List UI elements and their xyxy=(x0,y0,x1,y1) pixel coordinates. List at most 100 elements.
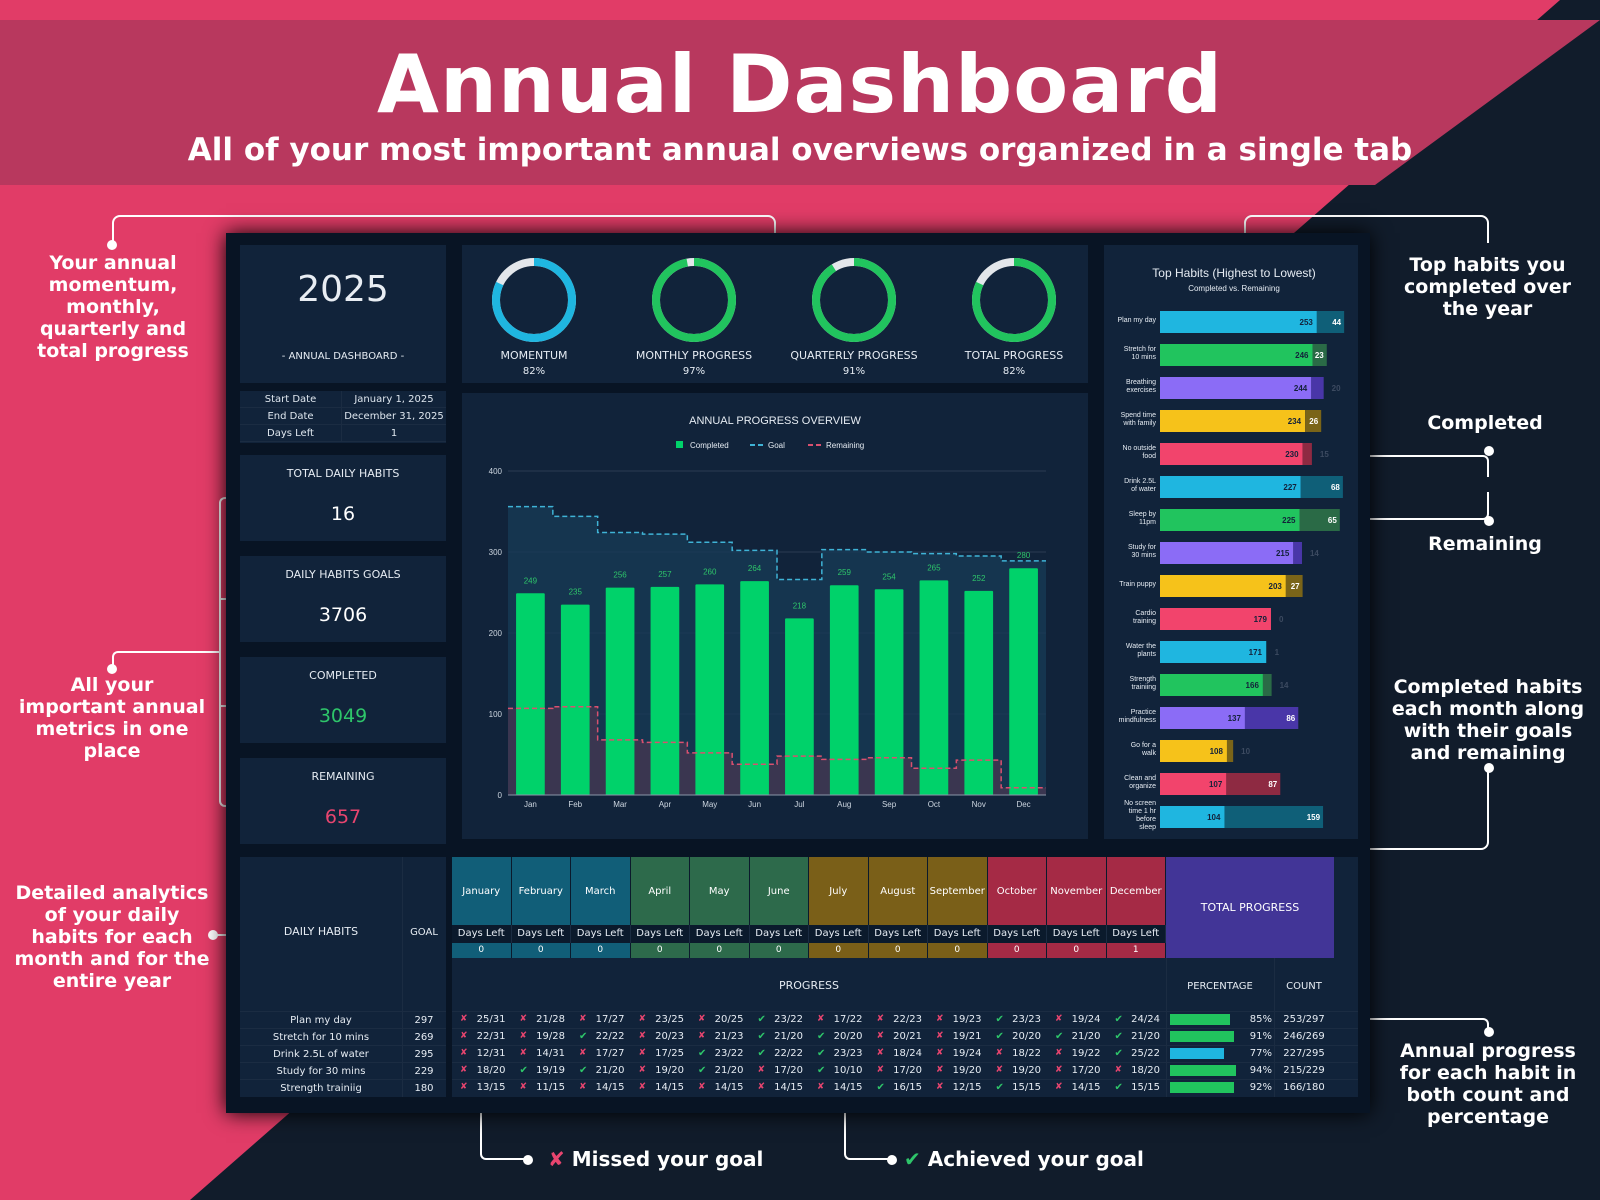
cross-icon: ✘ xyxy=(817,1082,825,1092)
cell-value: 23/23 xyxy=(833,1048,863,1059)
cell-value: 22/22 xyxy=(595,1031,625,1042)
month-header[interactable]: September xyxy=(928,857,988,925)
cross-icon: ✘ xyxy=(638,1031,647,1041)
cell-value: 19/24 xyxy=(952,1048,982,1059)
annotation-remaining: Remaining xyxy=(1428,533,1542,555)
month-progress-cell: ✘ 17/20 xyxy=(1047,1062,1107,1079)
month-progress-cell: ✘ 14/15 xyxy=(690,1079,750,1096)
x-tick-label: Mar xyxy=(613,800,627,809)
remaining-value: 1 xyxy=(1275,648,1280,657)
cell-value: 19/20 xyxy=(1012,1065,1041,1076)
cross-icon: ✘ xyxy=(519,1048,528,1058)
y-tick-label: 0 xyxy=(498,791,503,800)
cell-value: 22/31 xyxy=(476,1031,506,1042)
cell-value: 21/20 xyxy=(1131,1031,1160,1042)
bar-value-label: 254 xyxy=(882,572,896,581)
month-header[interactable]: May xyxy=(690,857,750,925)
check-icon: ✔ xyxy=(1114,1031,1123,1042)
bar-completed xyxy=(1160,476,1301,498)
days-left-value: 0 xyxy=(571,943,631,958)
bar-value-label: 264 xyxy=(748,564,762,573)
daily-habits-header: DAILY HABITS xyxy=(283,925,359,938)
cross-icon: ✘ xyxy=(460,1082,468,1092)
days-left-label: Days Left xyxy=(511,925,571,943)
days-left-value: 0 xyxy=(511,943,571,958)
cross-icon: ✘ xyxy=(698,1031,706,1041)
habit-label: No screen xyxy=(1124,800,1156,807)
month-progress-cell: ✘ 19/20 xyxy=(988,1062,1048,1079)
metric-label: COMPLETED xyxy=(309,669,377,682)
month-header[interactable]: December xyxy=(1106,857,1166,925)
date-value: December 31, 2025 xyxy=(344,411,444,422)
month-progress-cell: ✔ 15/15 xyxy=(988,1079,1048,1096)
month-progress-cell: ✘ 22/23 xyxy=(869,1011,929,1028)
cross-icon: ✘ xyxy=(519,1082,528,1092)
cross-icon: ✘ xyxy=(1055,1014,1063,1024)
days-left-value: 0 xyxy=(749,943,809,958)
month-header[interactable]: March xyxy=(571,857,631,925)
month-progress-cell: ✘ 11/15 xyxy=(512,1079,572,1096)
month-progress-cell: ✘ 19/20 xyxy=(928,1062,988,1079)
cross-icon: ✘ xyxy=(876,1065,885,1075)
remaining-value: 68 xyxy=(1331,483,1340,492)
x-tick-label: Jan xyxy=(524,800,537,809)
days-left-label: Days Left xyxy=(1047,925,1107,943)
cross-icon: ✘ xyxy=(698,1082,706,1092)
bar-completed xyxy=(605,587,635,795)
habit-label: Sleep by xyxy=(1129,511,1157,518)
cell-value: 20/25 xyxy=(714,1014,744,1025)
month-progress-cell: ✘ 12/31 xyxy=(452,1045,512,1062)
cell-value: 14/15 xyxy=(655,1082,684,1093)
cell-value: 14/15 xyxy=(833,1082,863,1093)
month-progress-cell: ✔ 23/23 xyxy=(809,1045,869,1062)
remaining-line xyxy=(508,705,1046,789)
date-row: End Date December 31, 2025 xyxy=(240,408,446,425)
row-divider xyxy=(452,1011,1358,1012)
habit-goal: 295 xyxy=(414,1049,434,1060)
habit-label: 11pm xyxy=(1139,519,1156,526)
month-header[interactable]: August xyxy=(868,857,928,925)
cell-value: 23/22 xyxy=(714,1048,744,1059)
habit-name: Strength trainiig xyxy=(280,1083,362,1094)
remaining-value: 10 xyxy=(1241,747,1250,756)
bar-completed xyxy=(785,618,814,795)
month-header[interactable]: January xyxy=(452,857,512,925)
days-left-value: 0 xyxy=(1047,943,1107,958)
cell-value: 22/23 xyxy=(893,1014,922,1025)
month-progress-cell: ✘ 19/28 xyxy=(512,1028,572,1045)
cross-icon: ✘ xyxy=(936,1031,944,1041)
month-header[interactable]: July xyxy=(809,857,869,925)
month-header[interactable]: November xyxy=(1047,857,1107,925)
ring-fill xyxy=(812,258,896,342)
completed-value: 137 xyxy=(1228,714,1242,723)
y-tick-label: 300 xyxy=(489,548,503,557)
days-left-value: 0 xyxy=(987,943,1047,958)
days-left-label: Days Left xyxy=(928,925,988,943)
bar-completed xyxy=(1160,377,1312,399)
legend-missed: ✘ Missed your goal xyxy=(548,1148,778,1170)
completed-value: 104 xyxy=(1207,813,1221,822)
date-row: Days Left 1 xyxy=(240,425,446,442)
habit-label: Stretch for xyxy=(1124,346,1157,353)
bar-remaining xyxy=(1266,641,1267,663)
count-value: 215/229 xyxy=(1283,1065,1325,1076)
legend-label: Goal xyxy=(768,441,785,450)
completed-value: 253 xyxy=(1300,318,1314,327)
cross-icon: ✘ xyxy=(757,1082,766,1092)
bar-completed xyxy=(829,585,859,795)
month-header[interactable]: April xyxy=(630,857,690,925)
month-progress-cell: ✔ 21/20 xyxy=(1047,1028,1107,1045)
cell-value: 17/27 xyxy=(595,1048,625,1059)
cross-icon: ✘ xyxy=(519,1031,528,1041)
month-header[interactable]: October xyxy=(987,857,1047,925)
month-header[interactable]: June xyxy=(749,857,809,925)
cross-icon: ✘ xyxy=(579,1048,587,1058)
cell-value: 21/20 xyxy=(774,1031,803,1042)
month-header[interactable]: February xyxy=(511,857,571,925)
bar-completed xyxy=(1160,806,1225,828)
check-icon: ✔ xyxy=(519,1065,528,1076)
percentage-value: 94% xyxy=(1249,1065,1272,1076)
completed-value: 246 xyxy=(1295,351,1309,360)
legend-achieved: ✔ Achieved your goal xyxy=(904,1148,1164,1170)
habit-name: Plan my day xyxy=(290,1015,352,1026)
